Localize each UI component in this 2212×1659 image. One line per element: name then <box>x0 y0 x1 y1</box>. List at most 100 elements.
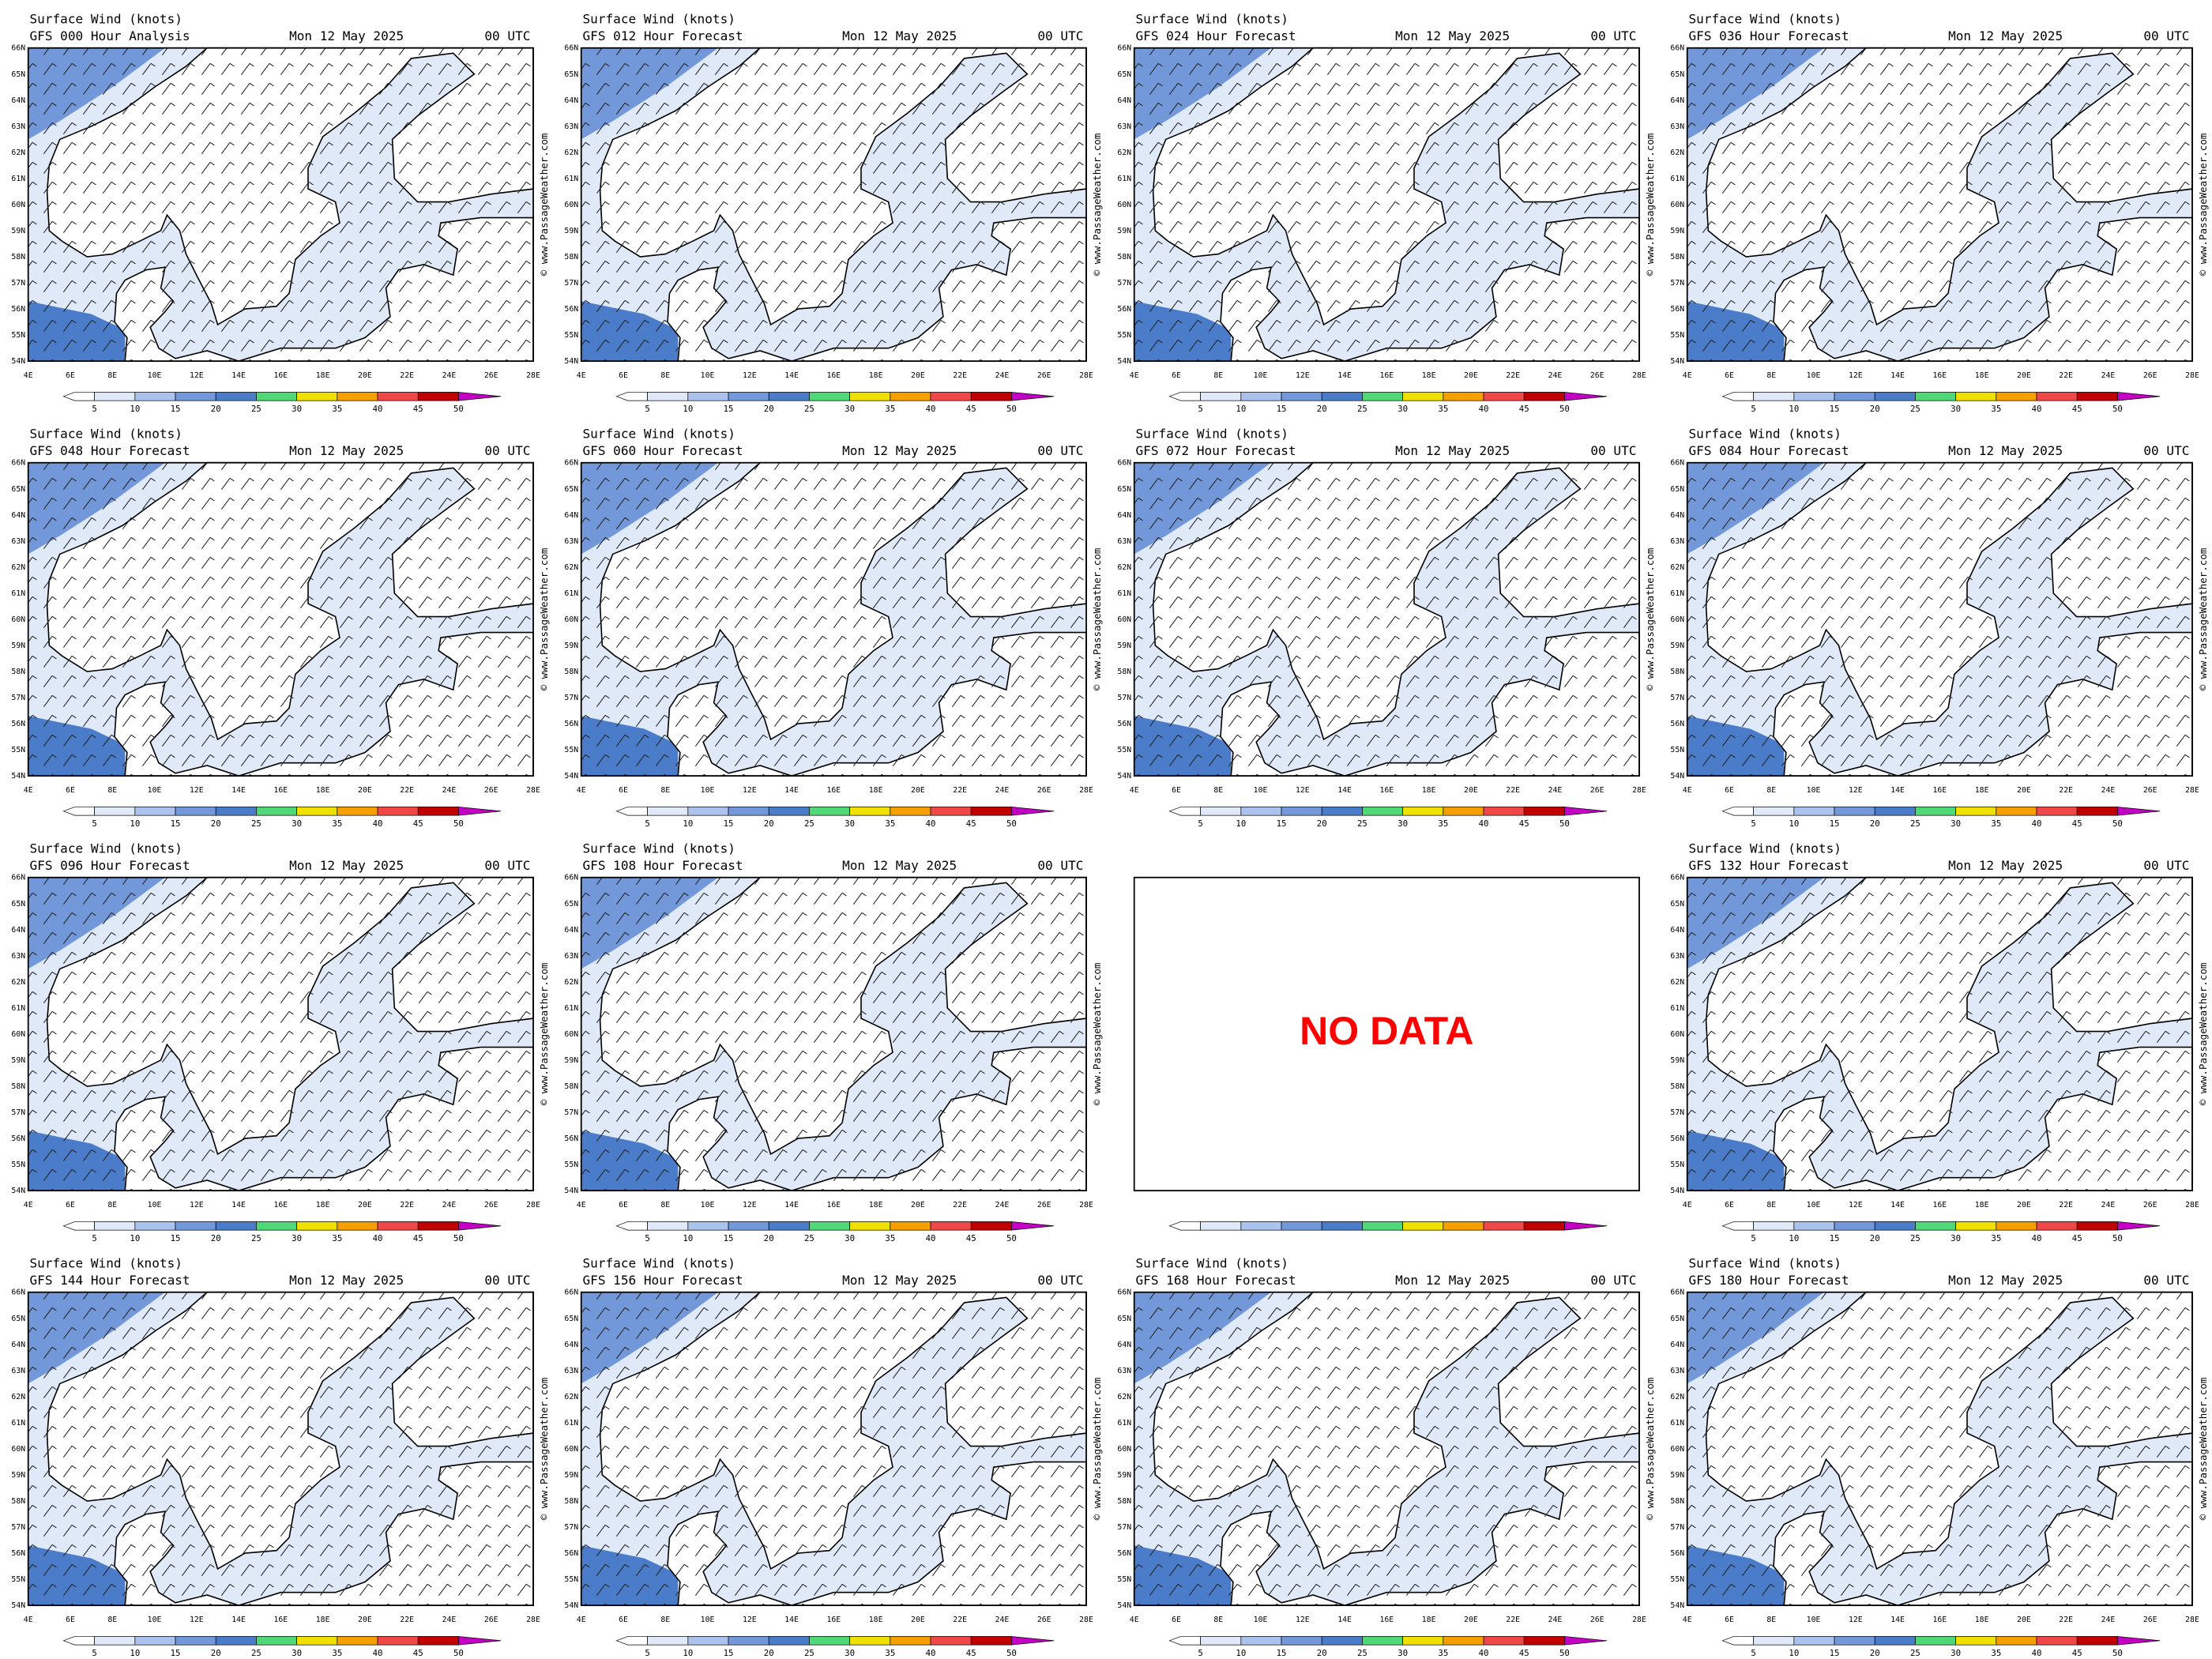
panel-forecast: GFS 144 Hour Forecast <box>30 1273 190 1288</box>
lat-label: 58N <box>1670 668 1684 676</box>
colorbar-segment <box>970 807 1012 816</box>
colorbar-high <box>1564 1636 1608 1646</box>
lon-label: 20E <box>911 1201 925 1209</box>
lat-label: 64N <box>1670 926 1684 935</box>
lat-label: 62N <box>564 978 578 987</box>
colorbar-label: 5 <box>1751 1648 1755 1658</box>
colorbar-label: 35 <box>332 1648 342 1658</box>
colorbar-segment <box>1523 1221 1565 1231</box>
lat-label: 66N <box>11 44 25 53</box>
colorbar-low <box>1168 1636 1201 1646</box>
wind-barbs <box>1687 47 2192 362</box>
colorbar-segment <box>1915 1636 1956 1646</box>
lon-label: 16E <box>826 1201 841 1209</box>
colorbar-segment <box>296 392 338 401</box>
lon-label: 8E <box>1766 786 1776 795</box>
colorbar-label: 25 <box>1910 1648 1920 1658</box>
panel-forecast: GFS 048 Hour Forecast <box>30 443 190 458</box>
panel-date: Mon 12 May 2025 <box>1948 443 2063 458</box>
colorbar-segment <box>809 392 850 401</box>
lon-label: 10E <box>1254 371 1268 380</box>
colorbar-segment <box>1362 392 1403 401</box>
panel-time: 00 UTC <box>1590 28 1636 43</box>
panel-forecast: GFS 108 Hour Forecast <box>583 858 743 873</box>
lat-label: 54N <box>11 1601 25 1610</box>
lon-label: 22E <box>1506 1616 1520 1624</box>
colorbar-segment <box>1523 1636 1565 1646</box>
colorbar-label: 30 <box>292 1648 302 1658</box>
lat-label: 63N <box>564 537 578 546</box>
lon-label: 20E <box>1464 1616 1478 1624</box>
lon-label: 24E <box>995 786 1010 795</box>
lon-label: 10E <box>701 1616 715 1624</box>
map-frame <box>1133 1291 1640 1607</box>
colorbar-segment <box>647 1636 689 1646</box>
colorbar-label: 25 <box>1357 404 1367 414</box>
lat-label: 60N <box>11 1030 25 1039</box>
watermark: © www.PassageWeather.com <box>538 134 550 276</box>
colorbar-label: 50 <box>1559 818 1570 829</box>
lon-label: 20E <box>911 786 925 795</box>
lat-label: 61N <box>1117 589 1131 598</box>
lon-label: 12E <box>743 786 757 795</box>
wind-barbs <box>1134 462 1639 777</box>
lon-label: 18E <box>1975 1201 1989 1209</box>
colorbar-segment <box>296 1221 338 1231</box>
colorbar-label: 50 <box>1006 404 1017 414</box>
lat-label: 65N <box>564 70 578 79</box>
colorbar-segment <box>930 807 972 816</box>
lon-label: 24E <box>995 371 1010 380</box>
colorbar-label: 15 <box>724 1648 734 1658</box>
lat-label: 60N <box>564 1445 578 1454</box>
colorbar-segment <box>1753 807 1795 816</box>
colorbar-label: 10 <box>1789 1648 1799 1658</box>
lon-label: 18E <box>1422 1616 1436 1624</box>
lon-label: 6E <box>66 1616 75 1624</box>
lon-label: 4E <box>1130 371 1139 380</box>
lon-label: 14E <box>231 1201 246 1209</box>
lat-label: 59N <box>1117 641 1131 650</box>
colorbar-label: 45 <box>413 818 423 829</box>
colorbar-segment <box>134 1636 176 1646</box>
lat-label: 64N <box>1117 96 1131 105</box>
lat-label: 59N <box>11 1056 25 1065</box>
colorbar-label: 5 <box>645 404 649 414</box>
colorbar-label: 5 <box>1198 404 1202 414</box>
colorbar-segment <box>1996 1636 2037 1646</box>
lon-label: 12E <box>1849 1201 1863 1209</box>
lon-label: 10E <box>1807 786 1821 795</box>
colorbar-segment <box>1834 1636 1875 1646</box>
colorbar-label: 5 <box>92 1233 96 1243</box>
lon-label: 16E <box>1932 786 1947 795</box>
colorbar-segment <box>809 807 850 816</box>
colorbar-segment <box>1402 392 1444 401</box>
lon-label: 18E <box>1975 786 1989 795</box>
colorbar-label: 35 <box>332 818 342 829</box>
colorbar-segment <box>1402 1636 1444 1646</box>
lon-label: 18E <box>316 1616 330 1624</box>
panel-date: Mon 12 May 2025 <box>1948 28 2063 43</box>
colorbar-segment <box>215 392 257 401</box>
lon-label: 28E <box>526 371 540 380</box>
lat-label: 59N <box>564 227 578 235</box>
colorbar-high <box>458 1636 502 1646</box>
lat-label: 61N <box>564 175 578 183</box>
watermark: © www.PassageWeather.com <box>538 548 550 691</box>
panel-date: Mon 12 May 2025 <box>842 1273 957 1288</box>
lat-label: 57N <box>11 694 25 702</box>
colorbar-label: 50 <box>453 404 464 414</box>
map-panel: Surface Wind (knots)GFS 012 Hour Forecas… <box>564 12 1102 414</box>
colorbar-label: 10 <box>683 1233 693 1243</box>
colorbar-label: 30 <box>1398 404 1408 414</box>
colorbar-segment <box>647 1221 689 1231</box>
lat-label: 58N <box>1670 1082 1684 1091</box>
lon-label: 4E <box>1130 786 1139 795</box>
map-panel: Surface Wind (knots)GFS 072 Hour Forecas… <box>1117 427 1655 829</box>
lat-label: 61N <box>11 589 25 598</box>
colorbar-segment <box>1281 807 1322 816</box>
lat-label: 62N <box>1117 563 1131 572</box>
lon-label: 26E <box>1037 1201 1051 1209</box>
lat-label: 63N <box>11 122 25 131</box>
lat-label: 58N <box>11 1082 25 1091</box>
lat-label: 64N <box>11 511 25 520</box>
